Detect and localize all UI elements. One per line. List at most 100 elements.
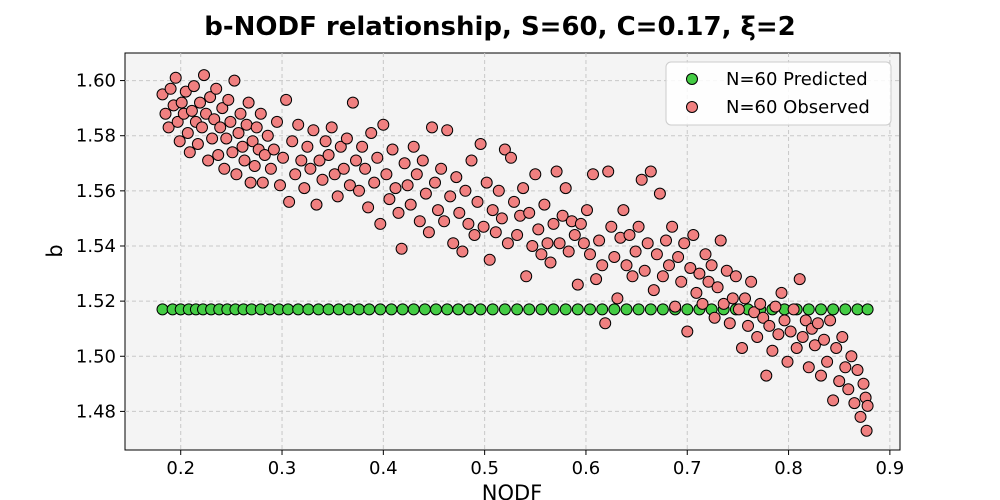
data-point: [242, 96, 255, 109]
data-point: [325, 121, 338, 134]
data-point: [681, 303, 694, 316]
data-point: [392, 206, 405, 219]
data-point: [236, 140, 249, 153]
data-point: [187, 80, 200, 93]
data-point: [264, 162, 277, 175]
data-point: [669, 300, 682, 313]
data-point: [827, 303, 840, 316]
data-point: [641, 237, 654, 250]
data-point: [775, 286, 788, 299]
data-point: [696, 297, 709, 310]
data-point: [386, 143, 399, 156]
data-point: [289, 168, 302, 181]
data-point: [699, 248, 712, 261]
y-tick-label: 1.60: [76, 71, 116, 92]
data-point: [194, 96, 206, 109]
data-point: [821, 355, 834, 368]
data-point: [224, 115, 237, 128]
data-point: [234, 107, 247, 120]
data-point: [298, 182, 311, 195]
data-point: [596, 303, 609, 316]
data-point: [337, 162, 350, 175]
y-axis-label: b: [43, 244, 67, 257]
data-point: [322, 149, 335, 161]
data-point: [356, 140, 369, 153]
data-point: [200, 107, 212, 120]
data-point: [471, 195, 484, 208]
data-point: [218, 162, 231, 175]
data-point: [617, 204, 630, 217]
data-point: [204, 91, 217, 104]
data-point: [526, 240, 539, 252]
data-point: [729, 270, 742, 283]
data-point: [666, 220, 679, 233]
data-point: [860, 424, 873, 437]
data-point: [629, 245, 642, 258]
data-point: [678, 237, 691, 250]
data-point: [374, 303, 387, 316]
data-point: [334, 140, 347, 153]
data-point: [587, 168, 599, 181]
data-point: [857, 377, 870, 390]
data-point: [675, 275, 688, 288]
x-tick-label: 0.7: [673, 458, 702, 479]
data-point: [568, 229, 581, 241]
data-point: [495, 212, 508, 225]
legend: N=60 Predicted N=60 Observed: [665, 61, 892, 126]
data-point: [827, 394, 840, 407]
data-point: [717, 297, 730, 310]
data-point: [216, 102, 229, 115]
data-point: [307, 124, 320, 137]
data-point: [441, 303, 454, 316]
data-point: [274, 179, 286, 192]
data-point: [418, 303, 431, 316]
data-point: [283, 195, 296, 208]
data-point: [623, 229, 636, 241]
data-point: [486, 303, 499, 316]
data-point: [450, 171, 463, 184]
data-point: [407, 140, 420, 153]
data-point: [766, 344, 779, 357]
data-point: [711, 281, 724, 294]
data-point: [198, 69, 210, 82]
data-point: [608, 251, 621, 263]
data-point: [714, 234, 727, 247]
data-point: [435, 162, 448, 175]
data-point: [210, 82, 223, 95]
data-point: [169, 71, 182, 84]
data-point: [465, 154, 478, 167]
data-point: [861, 303, 874, 316]
data-point: [523, 206, 536, 219]
data-point: [407, 303, 420, 316]
data-point: [181, 127, 194, 139]
data-point: [191, 138, 204, 150]
data-point: [302, 303, 315, 316]
data-point: [220, 132, 233, 145]
data-point: [815, 369, 827, 382]
data-point: [226, 146, 239, 159]
data-point: [736, 342, 748, 354]
data-point: [426, 121, 438, 134]
data-points: [156, 69, 874, 437]
data-point: [250, 121, 263, 134]
data-point: [453, 206, 466, 219]
data-point: [185, 104, 198, 117]
data-point: [720, 264, 733, 277]
data-point: [635, 173, 648, 186]
data-point: [596, 259, 609, 272]
data-point: [292, 118, 305, 131]
data-point: [644, 165, 657, 178]
x-tick-label: 0.5: [470, 458, 499, 479]
data-point: [365, 127, 378, 139]
data-point: [214, 121, 227, 134]
x-axis-label: NODF: [482, 481, 543, 500]
data-point: [401, 179, 414, 192]
data-point: [486, 204, 499, 217]
data-point: [656, 270, 669, 283]
data-point: [529, 168, 542, 181]
legend-marker-predicted: [686, 73, 698, 85]
data-point: [811, 317, 824, 330]
data-point: [620, 259, 633, 272]
chart-title: b-NODF relationship, S=60, C=0.17, ξ=2: [204, 12, 796, 42]
data-point: [538, 198, 551, 211]
